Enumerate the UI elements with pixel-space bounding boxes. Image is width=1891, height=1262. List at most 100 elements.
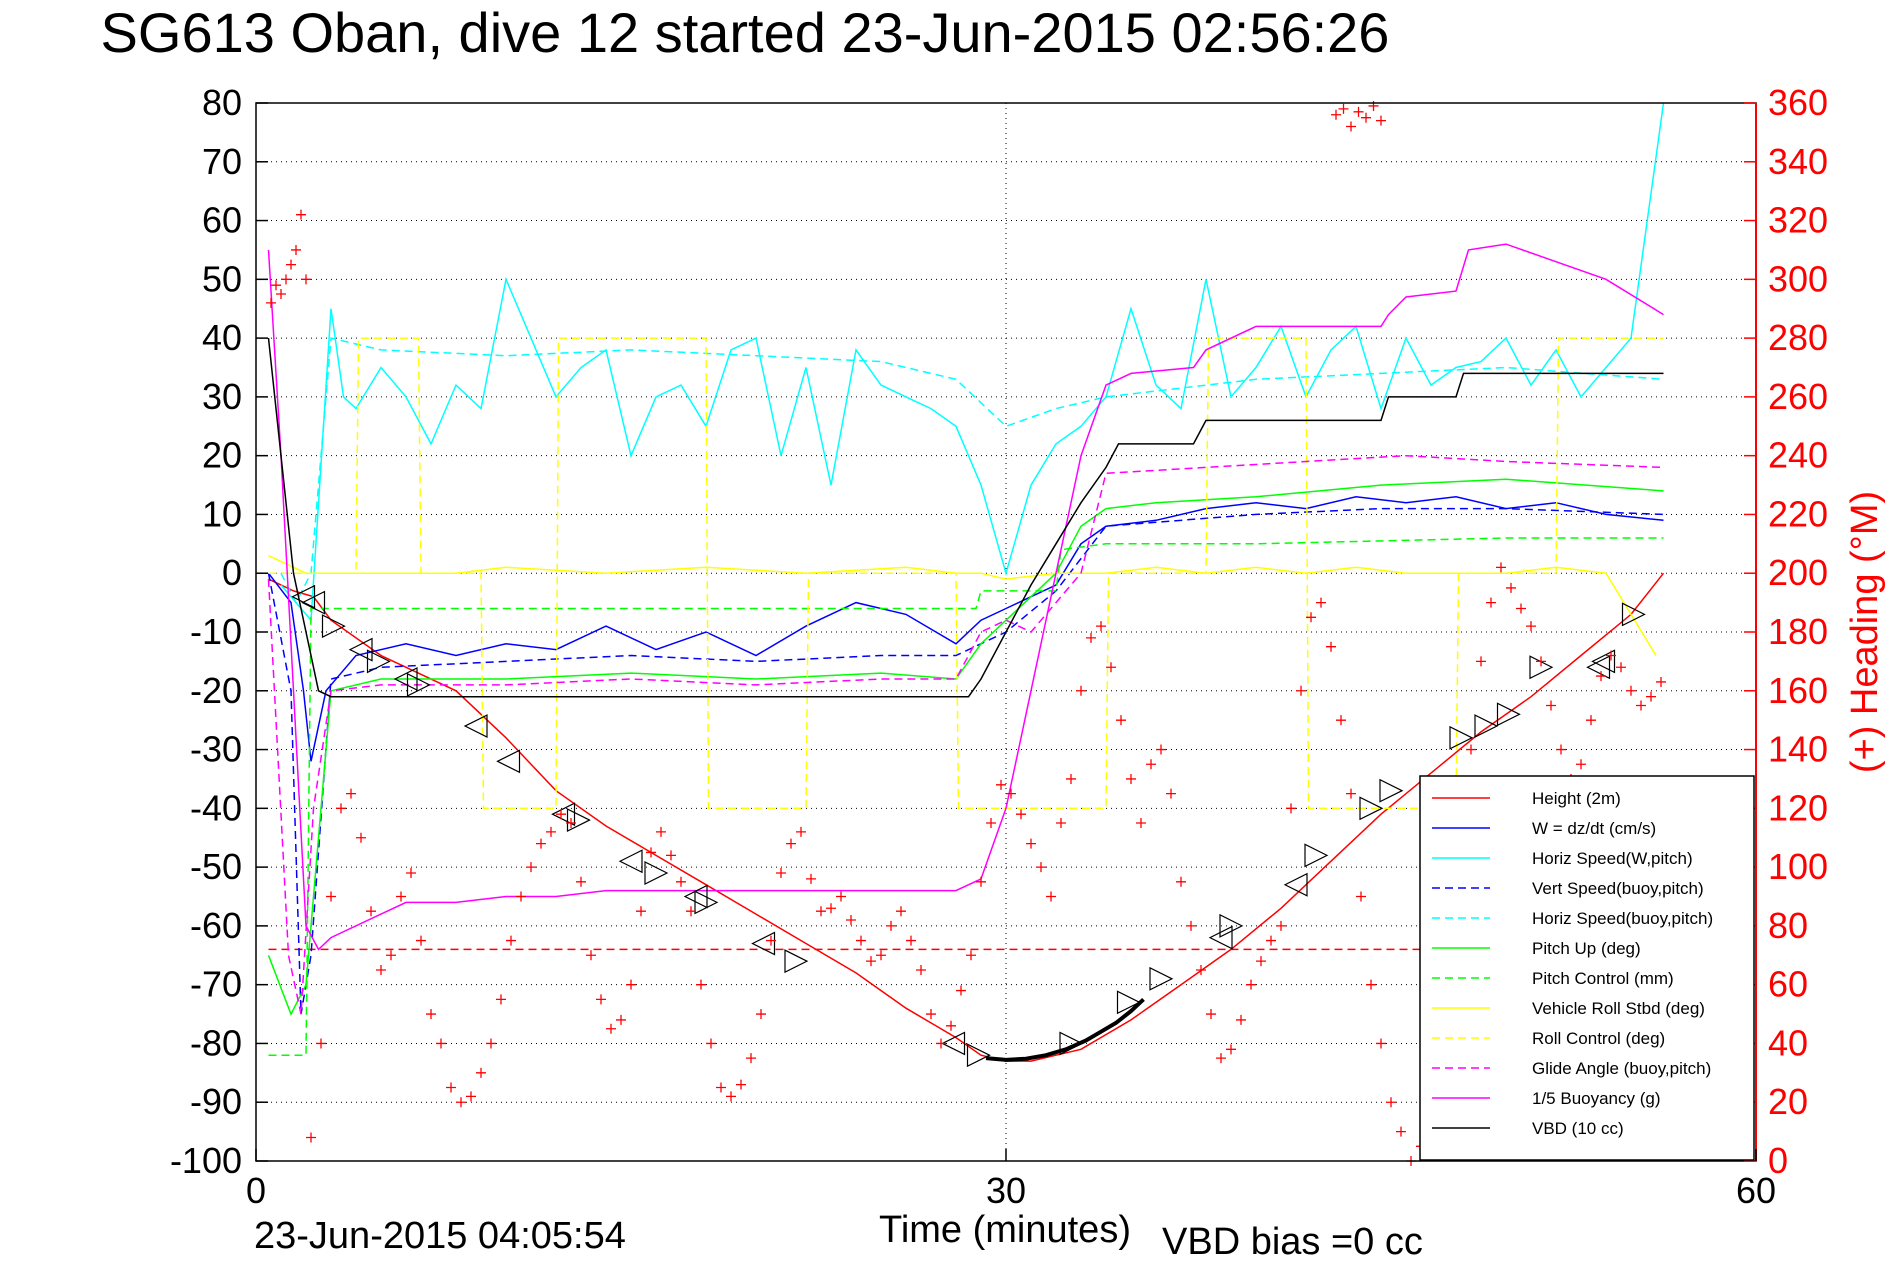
height-marker [1359, 796, 1384, 821]
heading-point [1338, 103, 1349, 114]
heading-point [666, 850, 676, 861]
height-marker [1449, 725, 1474, 750]
heading-point [376, 964, 386, 975]
heading-point [1016, 809, 1026, 820]
y2-tick-label: 240 [1768, 435, 1828, 476]
heading-point [326, 891, 336, 902]
heading-point [596, 994, 606, 1005]
heading-point [356, 832, 366, 843]
y-tick-label: -10 [190, 611, 242, 652]
height-marker [1474, 714, 1499, 739]
heading-point [756, 1009, 766, 1020]
heading-point [956, 985, 966, 996]
height-marker [1379, 778, 1404, 803]
heading-point [366, 906, 376, 917]
y2-tick-label: 80 [1768, 905, 1808, 946]
legend-label-3: Horiz Speed(W,pitch) [1532, 849, 1693, 868]
heading-point [1256, 956, 1266, 967]
heading-point [1086, 632, 1096, 643]
legend-label-9: Roll Control (deg) [1532, 1029, 1665, 1048]
height-marker [1304, 843, 1329, 868]
heading-point [436, 1038, 446, 1049]
series-line-9 [268, 337, 1664, 810]
heading-point [1276, 920, 1286, 931]
height-marker [366, 649, 391, 674]
y-tick-label: -70 [190, 964, 242, 1005]
heading-point [1136, 818, 1146, 829]
heading-point [306, 1132, 316, 1143]
heading-point [586, 950, 596, 961]
y2-tick-label: 300 [1768, 258, 1828, 299]
heading-point [1606, 650, 1616, 661]
legend-label-2: W = dz/dt (cm/s) [1532, 819, 1656, 838]
heading-point [1636, 700, 1646, 711]
y2-tick-label: 280 [1768, 317, 1828, 358]
heading-point [716, 1082, 726, 1093]
series-line-11 [267, 243, 1664, 951]
y2-tick-label: 100 [1768, 846, 1828, 887]
y2-tick-label: 200 [1768, 552, 1828, 593]
heading-point [1396, 1126, 1406, 1137]
height-marker [1496, 702, 1521, 727]
series-line-5 [280, 337, 1664, 605]
height-marker [1116, 990, 1141, 1015]
height-marker [1586, 655, 1611, 680]
heading-point [806, 873, 816, 884]
heading-point [1056, 818, 1066, 829]
heading-point [546, 826, 556, 837]
heading-point [1376, 1038, 1386, 1049]
heading-point [446, 1082, 456, 1093]
heading-point [281, 274, 291, 285]
height-marker [966, 1043, 991, 1068]
heading-point [886, 920, 896, 931]
y2-tick-label: 60 [1768, 964, 1808, 1005]
height-marker [1208, 925, 1233, 950]
heading-point [636, 906, 646, 917]
heading-point [1576, 759, 1586, 770]
heading-point [1506, 582, 1516, 593]
heading-point [1126, 773, 1136, 784]
y2-tick-label: 260 [1768, 376, 1828, 417]
x-axis-label: Time (minutes) [879, 1209, 1131, 1251]
y-tick-label: -30 [190, 729, 242, 770]
series-line-6 [267, 478, 1664, 1016]
right-axis-label: (+) Heading (°M) [1844, 491, 1886, 773]
heading-point [986, 818, 996, 829]
legend-box [1419, 775, 1755, 1161]
y2-tick-label: 140 [1768, 729, 1828, 770]
height-marker [784, 949, 809, 974]
y-tick-label: 20 [202, 435, 242, 476]
heading-point [1546, 700, 1556, 711]
heading-point [1106, 662, 1116, 673]
height-marker [751, 931, 776, 956]
heading-point [456, 1097, 466, 1108]
heading-point [1516, 603, 1526, 614]
y2-tick-label: 120 [1768, 787, 1828, 828]
heading-point [1196, 964, 1206, 975]
heading-point [916, 964, 926, 975]
heading-point [946, 1020, 956, 1031]
heading-point [1296, 685, 1306, 696]
y2-tick-label: 220 [1768, 493, 1828, 534]
series-line-2 [267, 496, 1664, 762]
heading-point [346, 788, 356, 799]
heading-point [1026, 838, 1036, 849]
heading-point [1216, 1053, 1226, 1064]
y-tick-label: 80 [202, 82, 242, 123]
heading-point [1586, 715, 1596, 726]
heading-point [976, 876, 986, 887]
heading-point [1376, 115, 1386, 126]
heading-point [696, 979, 706, 990]
heading-point [1496, 562, 1506, 573]
y-tick-label: -80 [190, 1022, 242, 1063]
heading-point [856, 935, 866, 946]
heading-point [786, 838, 796, 849]
heading-point [1386, 1097, 1396, 1108]
heading-point [1226, 1044, 1236, 1055]
height-marker [694, 890, 719, 915]
y2-tick-label: 40 [1768, 1022, 1808, 1063]
heading-point [1353, 106, 1364, 117]
heading-point [396, 891, 406, 902]
heading-point [1186, 920, 1196, 931]
